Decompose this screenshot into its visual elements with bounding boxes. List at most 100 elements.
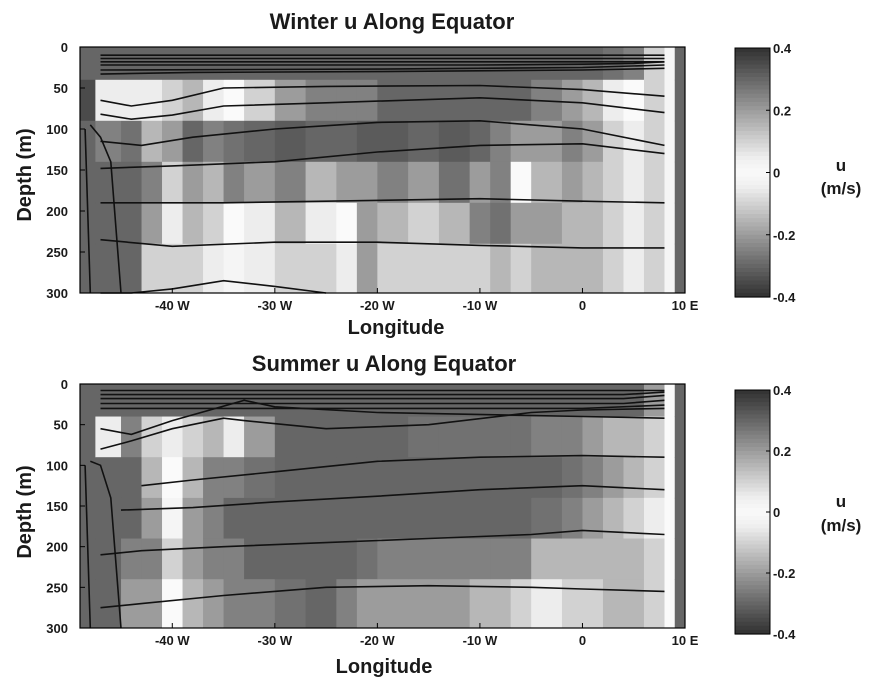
x-tick-label: 10 E bbox=[672, 633, 699, 648]
heatmap-cell bbox=[356, 202, 378, 245]
winter-y-axis-label: Depth (m) bbox=[14, 128, 36, 221]
heatmap-cell bbox=[490, 579, 512, 629]
colorbar-segment bbox=[735, 205, 770, 211]
summer-panel: Summer u Along Equator -40 W -30 W -20 W -1… bbox=[14, 351, 861, 678]
heatmap-cell bbox=[490, 47, 512, 81]
heatmap-cell bbox=[643, 243, 665, 294]
colorbar-segment bbox=[735, 434, 770, 440]
colorbar-segment bbox=[735, 209, 770, 215]
heatmap-cell bbox=[274, 384, 307, 418]
contour-line bbox=[100, 84, 665, 107]
heatmap-cell bbox=[203, 243, 225, 294]
heatmap-cell bbox=[244, 120, 276, 163]
heatmap-cell bbox=[274, 416, 307, 458]
heatmap-cell bbox=[469, 243, 491, 294]
colorbar-segment bbox=[735, 467, 770, 472]
heatmap-cell bbox=[582, 79, 604, 122]
heatmap-cell bbox=[203, 416, 225, 458]
heatmap-cell bbox=[664, 579, 676, 629]
heatmap-cell bbox=[305, 243, 337, 294]
heatmap-cell bbox=[274, 243, 307, 294]
heatmap-cell bbox=[623, 538, 645, 580]
heatmap-cell bbox=[141, 47, 163, 81]
summer-colorbar-unit: (m/s) bbox=[821, 516, 862, 535]
heatmap-cell bbox=[274, 538, 307, 580]
colorbar-segment bbox=[735, 292, 770, 298]
heatmap-cell bbox=[664, 202, 676, 245]
contour-line bbox=[100, 197, 665, 204]
heatmap-cell bbox=[561, 161, 583, 204]
heatmap-cell bbox=[643, 79, 665, 122]
heatmap-cell bbox=[664, 497, 676, 540]
heatmap-cell bbox=[141, 161, 163, 204]
heatmap-cell bbox=[223, 202, 245, 245]
heatmap-cell bbox=[469, 202, 491, 245]
heatmap-cell bbox=[305, 120, 337, 163]
heatmap-cell bbox=[408, 161, 440, 204]
heatmap-cell bbox=[80, 384, 96, 418]
y-tick-label: 0 bbox=[61, 40, 68, 55]
colorbar-segment bbox=[735, 251, 770, 257]
colorbar-segment bbox=[735, 151, 770, 157]
heatmap-cell bbox=[244, 161, 276, 204]
colorbar-segment bbox=[735, 147, 770, 153]
heatmap-cell bbox=[162, 579, 184, 629]
heatmap-cell bbox=[223, 79, 245, 122]
heatmap-cell bbox=[623, 120, 645, 163]
heatmap-cell bbox=[356, 579, 378, 629]
heatmap-cell bbox=[95, 416, 122, 458]
summer-title: Summer u Along Equator bbox=[252, 351, 517, 376]
heatmap-cell bbox=[274, 161, 307, 204]
winter-x-axis-label: Longitude bbox=[348, 317, 445, 339]
heatmap-cell bbox=[643, 202, 665, 245]
heatmap-cell bbox=[490, 120, 512, 163]
heatmap-cell bbox=[531, 457, 563, 499]
heatmap-cell bbox=[674, 243, 686, 294]
heatmap-cell bbox=[162, 243, 184, 294]
colorbar-segment bbox=[735, 398, 770, 403]
heatmap-cell bbox=[336, 79, 358, 122]
heatmap-cell bbox=[602, 457, 624, 499]
heatmap-cell bbox=[80, 120, 96, 163]
heatmap-cell bbox=[377, 579, 409, 629]
heatmap-cell bbox=[510, 202, 532, 245]
heatmap-cell bbox=[674, 202, 686, 245]
heatmap-cell bbox=[182, 416, 204, 458]
heatmap-cell bbox=[623, 243, 645, 294]
heatmap-cell bbox=[602, 79, 624, 122]
heatmap-cell bbox=[305, 47, 337, 81]
heatmap-cell bbox=[203, 497, 225, 540]
colorbar-segment bbox=[735, 552, 770, 558]
colorbar-segment bbox=[735, 507, 770, 513]
y-tick-label: 150 bbox=[46, 163, 68, 178]
colorbar-segment bbox=[735, 118, 770, 124]
heatmap-cell bbox=[438, 79, 471, 122]
heatmap-cell bbox=[377, 457, 409, 499]
colorbar-segment bbox=[735, 243, 770, 248]
contour-line bbox=[100, 529, 665, 556]
heatmap-cell bbox=[244, 457, 276, 499]
heatmap-cell bbox=[561, 79, 583, 122]
heatmap-cell bbox=[274, 47, 307, 81]
contour-line bbox=[100, 407, 665, 450]
colorbar-segment bbox=[735, 491, 770, 497]
heatmap-cell bbox=[531, 243, 563, 294]
heatmap-cell bbox=[141, 79, 163, 122]
colorbar-segment bbox=[735, 609, 770, 615]
heatmap-cell bbox=[674, 161, 686, 204]
colorbar-segment bbox=[735, 280, 770, 286]
heatmap-cell bbox=[664, 416, 676, 458]
heatmap-cell bbox=[162, 384, 184, 418]
colorbar-segment bbox=[735, 528, 770, 533]
colorbar-tick-label: 0 bbox=[773, 166, 780, 181]
winter-colorbar-ticks: 0.4 0.2 0 -0.2 -0.4 bbox=[766, 41, 796, 305]
colorbar-segment bbox=[735, 226, 770, 232]
heatmap-cell bbox=[469, 79, 491, 122]
heatmap-cell bbox=[469, 579, 491, 629]
colorbar-segment bbox=[735, 573, 770, 578]
summer-x-ticks: -40 W -30 W -20 W -10 W 0 10 E bbox=[155, 623, 699, 648]
colorbar-segment bbox=[735, 548, 770, 554]
y-tick-label: 100 bbox=[46, 122, 68, 137]
colorbar-tick-label: 0.2 bbox=[773, 103, 791, 118]
colorbar-segment bbox=[735, 52, 770, 57]
